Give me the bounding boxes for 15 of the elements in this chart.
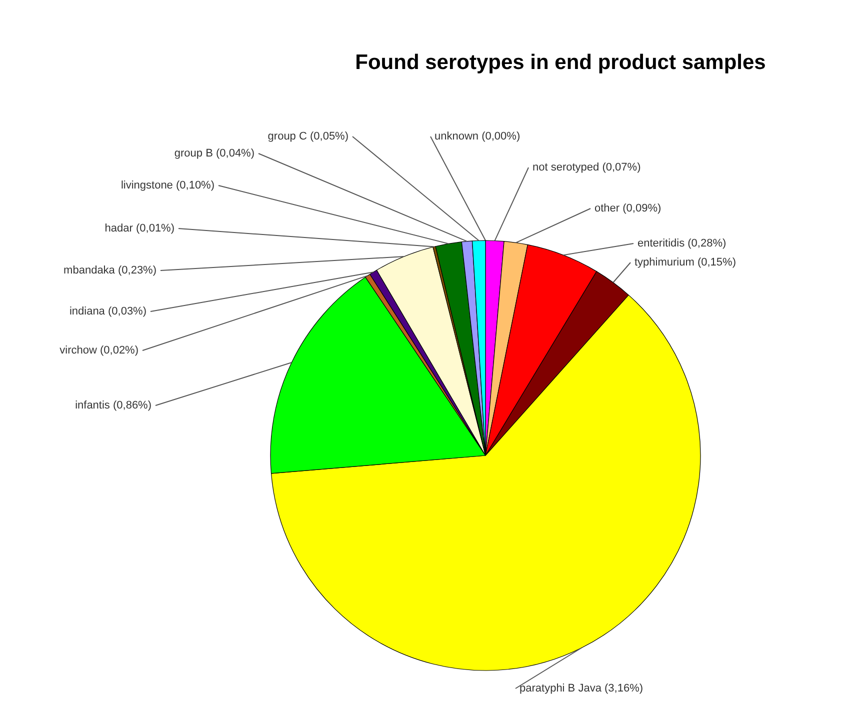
slice-label: hadar (0,01%) [104, 222, 175, 234]
slice-label: typhimurium (0,15%) [634, 256, 736, 268]
category-label: unknown (0,00%) [434, 130, 520, 142]
slice-label: livingstone (0,10%) [120, 180, 215, 192]
slice-label: other (0,09%) [594, 202, 662, 214]
slice-label: virchow (0,02%) [60, 344, 138, 356]
slice-label: mbandaka (0,23%) [64, 264, 157, 276]
slice-label: enteritidis (0,28%) [638, 238, 726, 250]
chart-title: Found serotypes in end product samples [355, 51, 766, 74]
slice-label: infantis (0,86%) [75, 400, 152, 412]
slice-label: not serotyped (0,07%) [532, 162, 641, 174]
slice-label: indiana (0,03%) [69, 306, 147, 318]
slice-label: paratyphi B Java (3,16%) [520, 682, 644, 694]
slice-label: group B (0,04%) [174, 148, 255, 160]
slice-label: group C (0,05%) [268, 130, 349, 142]
